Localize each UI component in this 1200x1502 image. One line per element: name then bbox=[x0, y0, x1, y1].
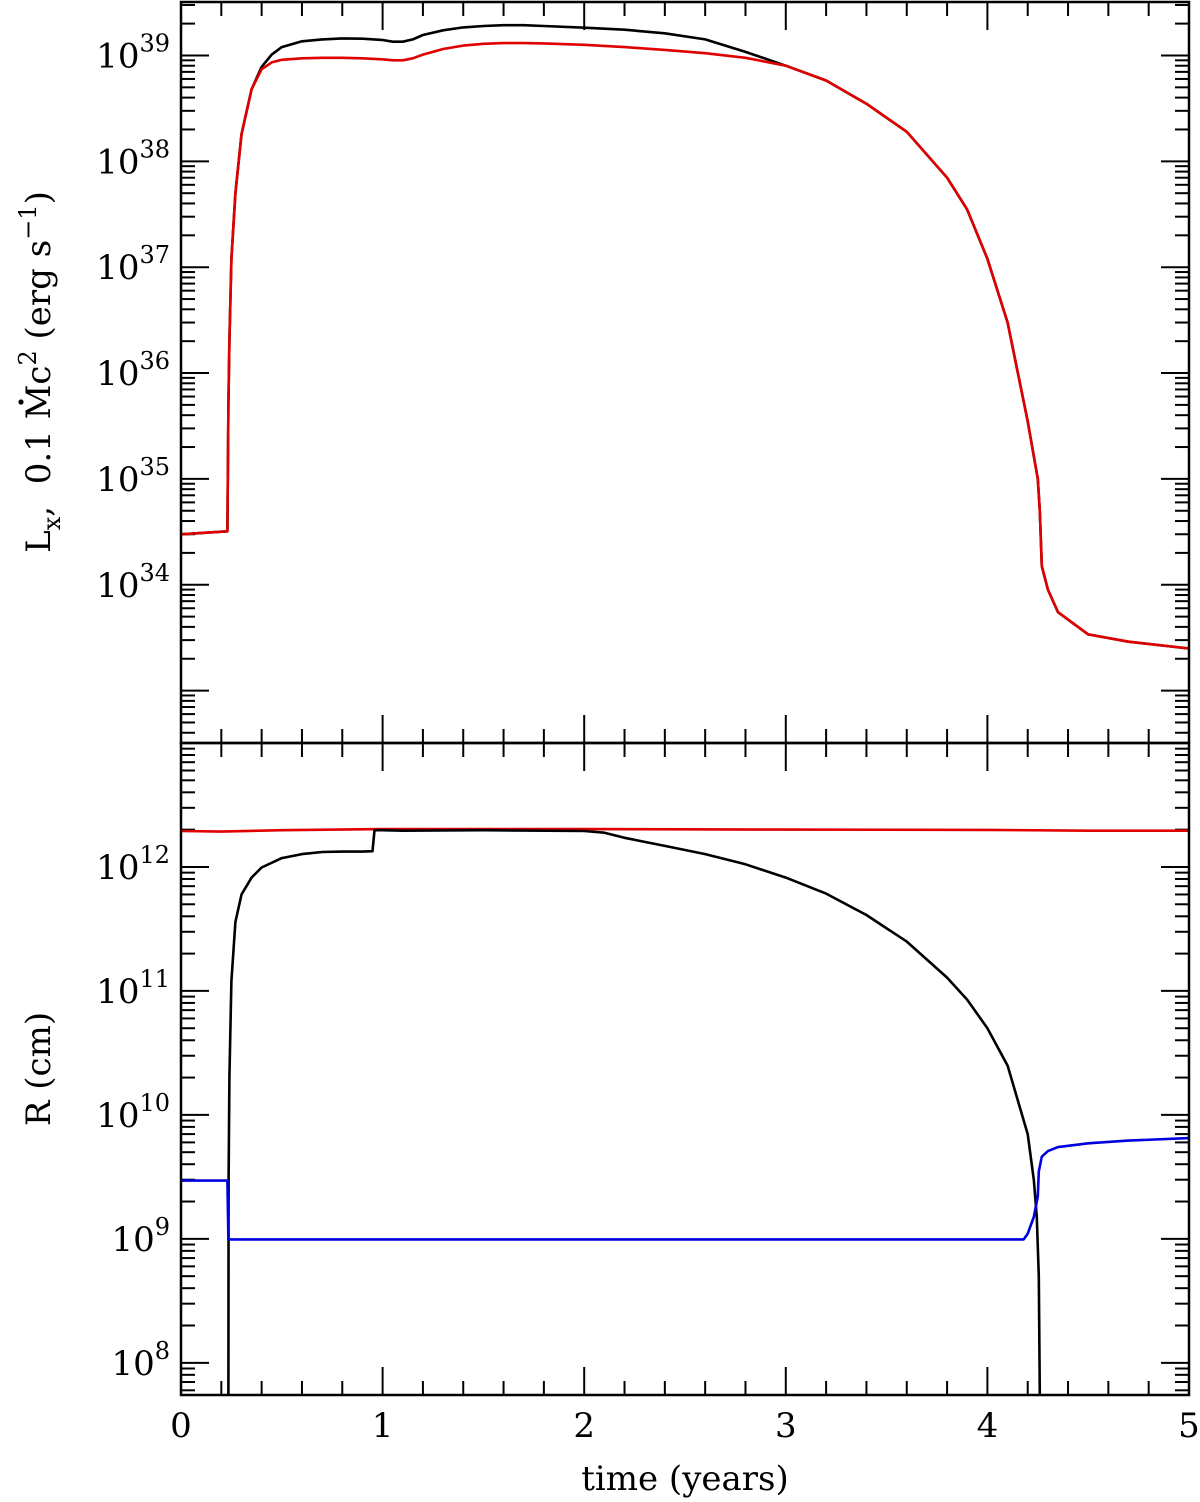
time-xtick-label: 3 bbox=[775, 1406, 797, 1446]
radius-ytick-label: 108 bbox=[111, 1337, 170, 1384]
ylabel-close: ) bbox=[19, 191, 59, 204]
radius-series-line-2 bbox=[181, 1136, 1190, 1241]
ytick-exponent: 37 bbox=[139, 241, 170, 269]
ylabel-units: (erg s bbox=[19, 240, 59, 350]
mdot-dot-icon bbox=[18, 399, 24, 405]
time-xtick-label: 4 bbox=[977, 1406, 999, 1446]
luminosity-ytick-label: 1038 bbox=[96, 135, 170, 182]
luminosity-y-axis-label: Lx, 0.1 Mc2 (erg s−1) bbox=[14, 191, 66, 553]
ylabel-units-exp: −1 bbox=[14, 204, 42, 239]
radius-series-line-1 bbox=[227, 828, 1042, 1396]
time-xtick-label: 5 bbox=[1178, 1406, 1200, 1446]
ylabel-l: L bbox=[19, 530, 59, 553]
ytick-base: 10 bbox=[96, 248, 139, 288]
ytick-exponent: 12 bbox=[139, 841, 170, 869]
ytick-base: 10 bbox=[111, 1344, 154, 1384]
ytick-exponent: 36 bbox=[139, 347, 170, 375]
ytick-exponent: 8 bbox=[155, 1337, 170, 1365]
radius-panel-frame bbox=[179, 741, 1191, 1397]
radius-ytick-label: 1011 bbox=[96, 965, 170, 1012]
ytick-base: 10 bbox=[96, 848, 139, 888]
ytick-base: 10 bbox=[96, 36, 139, 76]
ylabel-c: c bbox=[19, 366, 59, 385]
luminosity-ytick-label: 1034 bbox=[96, 559, 170, 606]
ytick-base: 10 bbox=[96, 1096, 139, 1136]
ytick-exponent: 38 bbox=[139, 135, 170, 163]
radius-series-line-0 bbox=[180, 827, 1189, 833]
ytick-base: 10 bbox=[96, 354, 139, 394]
time-x-axis-label: time (years) bbox=[581, 1459, 789, 1499]
ytick-base: 10 bbox=[111, 1220, 154, 1260]
ylabel-mdot: M bbox=[19, 385, 59, 420]
time-xtick-label: 2 bbox=[573, 1406, 595, 1446]
ytick-base: 10 bbox=[96, 972, 139, 1012]
luminosity-ytick-label: 1037 bbox=[96, 241, 170, 288]
luminosity-ytick-label: 1036 bbox=[96, 347, 170, 394]
luminosity-series-line-0 bbox=[180, 23, 1190, 650]
luminosity-series-line-1 bbox=[180, 41, 1190, 650]
ylabel-l-sub: x bbox=[38, 516, 66, 530]
ytick-exponent: 9 bbox=[155, 1213, 170, 1241]
ytick-exponent: 11 bbox=[139, 965, 170, 993]
luminosity-panel-ticks bbox=[180, 2, 1190, 743]
ytick-exponent: 35 bbox=[139, 453, 170, 481]
ytick-exponent: 39 bbox=[139, 29, 170, 57]
luminosity-ytick-label: 1039 bbox=[96, 29, 170, 76]
ytick-base: 10 bbox=[96, 566, 139, 606]
ylabel-c-exp: 2 bbox=[14, 350, 42, 365]
radius-panel-series bbox=[180, 827, 1190, 1396]
radius-panel-xtick-labels: 0 1 2 3 4 5 bbox=[170, 1406, 1200, 1446]
time-xtick-label: 1 bbox=[372, 1406, 394, 1446]
ytick-base: 10 bbox=[96, 142, 139, 182]
ytick-exponent: 34 bbox=[139, 559, 170, 587]
radius-ytick-label: 1010 bbox=[96, 1089, 170, 1136]
ytick-exponent: 10 bbox=[139, 1089, 170, 1117]
ylabel-comma: , 0.1 bbox=[19, 419, 59, 516]
radius-ytick-label: 1012 bbox=[96, 841, 170, 888]
luminosity-panel-series bbox=[180, 23, 1190, 650]
radius-y-axis-label: R (cm) bbox=[19, 1012, 59, 1126]
radius-ytick-label: 109 bbox=[111, 1213, 170, 1260]
time-xtick-label: 0 bbox=[170, 1406, 192, 1446]
luminosity-panel-frame bbox=[179, 0, 1191, 745]
luminosity-ytick-label: 1035 bbox=[96, 453, 170, 500]
ytick-base: 10 bbox=[96, 460, 139, 500]
